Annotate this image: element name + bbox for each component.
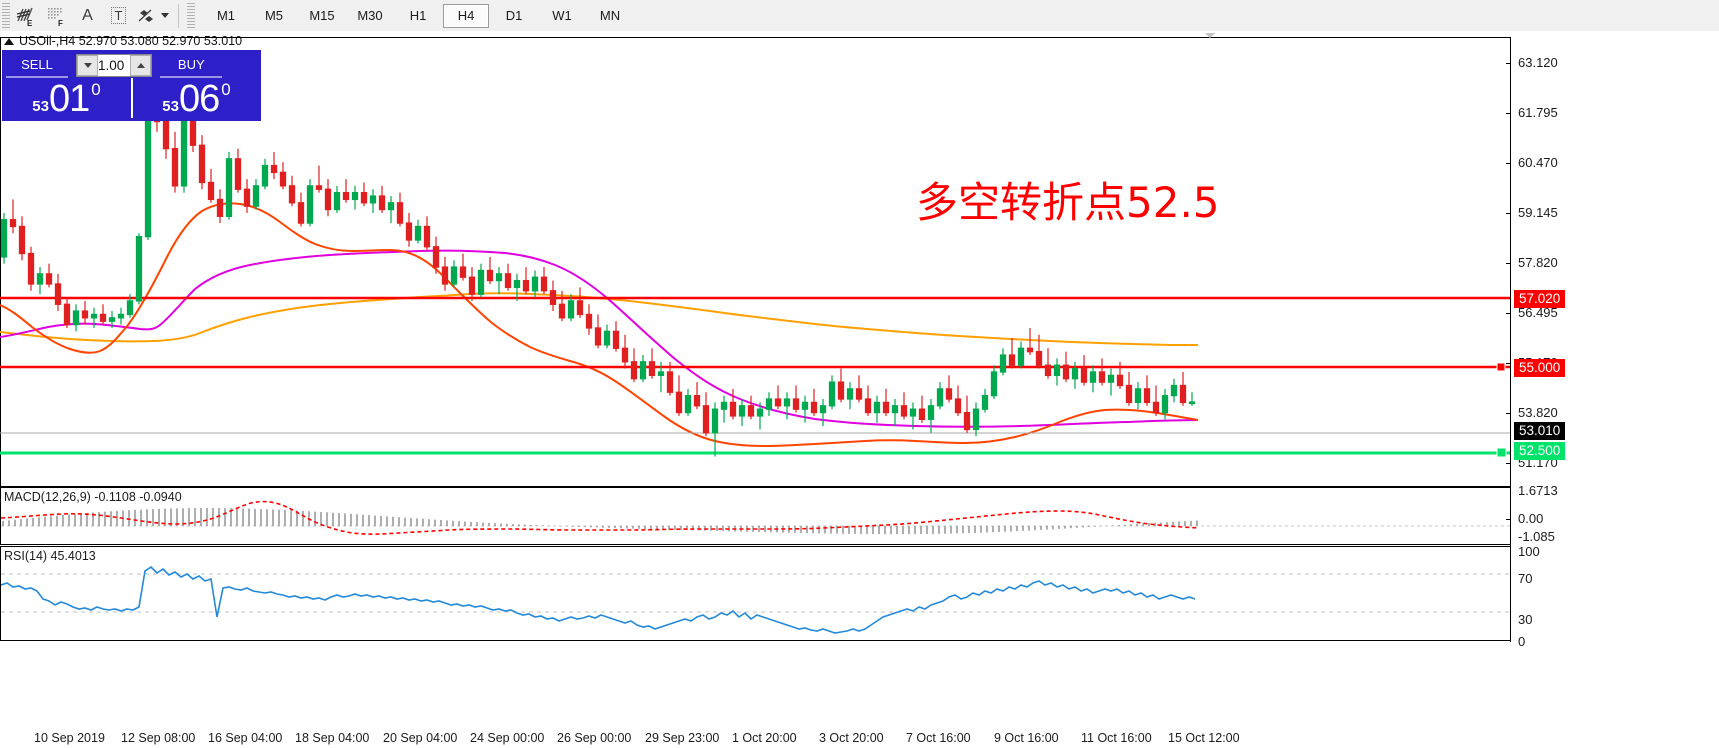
- time-tick: 15 Oct 12:00: [1168, 731, 1240, 745]
- price-label-support-52500[interactable]: 52.500: [1514, 442, 1566, 460]
- price-tick-61795: 61.795: [1506, 105, 1558, 120]
- objects-dropdown-caret-icon[interactable]: [158, 1, 172, 30]
- time-tick: 1 Oct 20:00: [732, 731, 797, 745]
- timeframe-m5[interactable]: M5: [264, 8, 284, 23]
- timeframe-h1[interactable]: H1: [409, 8, 427, 23]
- price-tick-60470: 60.470: [1506, 155, 1558, 170]
- time-tick: 29 Sep 23:00: [645, 731, 720, 745]
- rsi-tick-70: 70: [1518, 571, 1533, 586]
- rsi-chart-svg[interactable]: [1, 547, 1510, 640]
- time-scale[interactable]: 10 Sep 2019 12 Sep 08:00 16 Sep 04:00 18 Se…: [0, 726, 1719, 748]
- time-tick: 10 Sep 2019: [34, 731, 105, 745]
- buy-button[interactable]: BUY: [160, 53, 223, 78]
- sell-price-fraction: 0: [91, 80, 101, 99]
- price-tick-57820: 57.820: [1506, 255, 1558, 270]
- time-tick: 12 Sep 08:00: [121, 731, 196, 745]
- chart-scroll-marker-icon[interactable]: [1205, 33, 1215, 38]
- macd-chart-svg[interactable]: [1, 488, 1510, 544]
- support-52500-handle: [1496, 447, 1507, 458]
- time-tick: 26 Sep 00:00: [557, 731, 632, 745]
- chart-annotation-text: 多空转折点52.5: [916, 178, 1220, 227]
- text-label-icon[interactable]: T: [103, 1, 134, 30]
- sell-price-pips: 01: [48, 78, 90, 120]
- main-toolbar: E F A: [0, 0, 1719, 32]
- expert-advisors-icon[interactable]: E: [10, 1, 41, 30]
- resistance-55000-handle: [1496, 362, 1506, 372]
- trade-panel-quotes: 53 01 0 53 06 0: [2, 78, 261, 118]
- time-tick: 9 Oct 16:00: [994, 731, 1059, 745]
- price-label-current-53010[interactable]: 53.010: [1514, 422, 1566, 440]
- macd-title: MACD(12,26,9) -0.1108 -0.0940: [4, 490, 182, 504]
- price-tick-53820: 53.820: [1506, 405, 1558, 420]
- text-tool-icon[interactable]: A: [82, 6, 93, 24]
- volume-decrease-button[interactable]: [77, 55, 98, 76]
- toolbar-divider: [178, 3, 179, 28]
- svg-text:E: E: [27, 19, 33, 27]
- one-click-trading-panel[interactable]: SELL 1.00 BUY 53 01 0 53 06 0: [2, 50, 261, 121]
- objects-icon[interactable]: [134, 1, 158, 30]
- indicators-grid-icon[interactable]: F: [41, 1, 72, 30]
- trade-panel-controls: SELL 1.00 BUY: [2, 50, 261, 78]
- time-tick: 16 Sep 04:00: [208, 731, 283, 745]
- price-tick-56495: 56.495: [1506, 305, 1558, 320]
- sell-price-whole: 53: [32, 98, 49, 115]
- time-tick: 7 Oct 16:00: [906, 731, 971, 745]
- price-label-resistance-55000[interactable]: 55.000: [1514, 359, 1566, 377]
- time-tick: 11 Oct 16:00: [1081, 731, 1152, 745]
- rsi-title: RSI(14) 45.4013: [4, 549, 96, 563]
- buy-price-fraction: 0: [221, 80, 231, 99]
- volume-value[interactable]: 1.00: [98, 58, 125, 73]
- timeframe-w1[interactable]: W1: [552, 8, 572, 23]
- price-tick-59145: 59.145: [1506, 205, 1558, 220]
- sell-button[interactable]: SELL: [6, 53, 68, 78]
- time-tick: 3 Oct 20:00: [819, 731, 884, 745]
- buy-price-pips: 06: [178, 78, 220, 120]
- timeframe-m1[interactable]: M1: [216, 8, 236, 23]
- volume-increase-button[interactable]: [130, 55, 152, 76]
- collapse-triangle-icon[interactable]: [4, 37, 14, 45]
- timeframe-m15[interactable]: M15: [309, 8, 335, 23]
- rsi-tick-100: 100: [1518, 544, 1540, 559]
- rsi-tick-30: 30: [1518, 612, 1533, 627]
- time-tick: 18 Sep 04:00: [295, 731, 370, 745]
- chart-canvas-area[interactable]: USOil-,H4 52.970 53.080 52.970 53.010: [0, 31, 1719, 748]
- buy-price-whole: 53: [162, 98, 179, 115]
- candlestick-series: [0, 57, 1196, 457]
- macd-tick-min: -1.085: [1518, 529, 1555, 544]
- macd-tick-zero: 0.00: [1506, 511, 1543, 526]
- macd-tick-max: 1.6713: [1518, 483, 1558, 498]
- time-tick: 20 Sep 04:00: [383, 731, 458, 745]
- svg-text:F: F: [58, 19, 63, 27]
- time-tick: 24 Sep 00:00: [470, 731, 545, 745]
- ma-fast-red-line: [0, 202, 1199, 448]
- toolbar-gripper-timeframes[interactable]: [187, 2, 195, 29]
- price-tick-63120: 63.120: [1506, 55, 1558, 70]
- timeframe-m30[interactable]: M30: [357, 8, 383, 23]
- rsi-line: [1, 565, 1196, 634]
- ma-slow-orange-line: [0, 292, 1198, 346]
- macd-signal-line: [1, 500, 1200, 535]
- timeframe-d1[interactable]: D1: [505, 8, 523, 23]
- rsi-tick-0: 0: [1518, 634, 1526, 649]
- price-chart-svg[interactable]: [0, 37, 1511, 487]
- buy-price-display[interactable]: 53 06 0: [131, 78, 260, 118]
- timeframe-h4[interactable]: H4: [443, 3, 489, 28]
- price-axis-line: [1510, 37, 1511, 642]
- price-scale[interactable]: 63.120 61.795 60.470 59.145 57.820 56.49…: [1506, 31, 1719, 748]
- ma-mid-magenta-line: [0, 249, 1199, 428]
- sell-price-display[interactable]: 53 01 0: [2, 78, 131, 118]
- price-label-resistance-57020[interactable]: 57.020: [1514, 290, 1566, 308]
- timeframe-mn[interactable]: MN: [599, 8, 621, 23]
- toolbar-gripper-left[interactable]: [2, 2, 10, 29]
- volume-stepper[interactable]: 1.00: [76, 54, 153, 77]
